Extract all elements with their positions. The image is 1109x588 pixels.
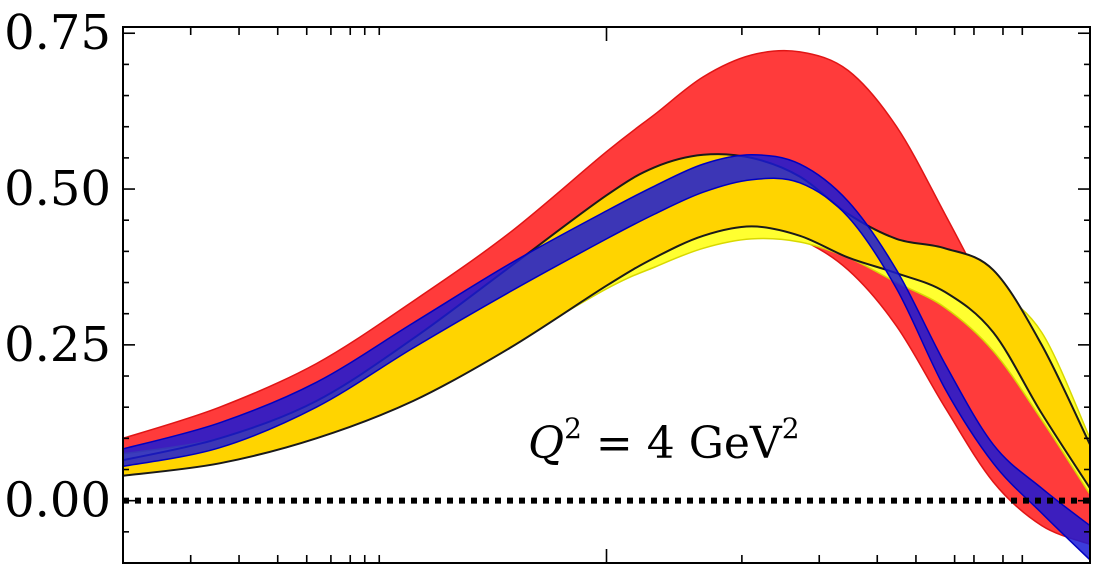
y-tick-label: 0.75 [4,5,111,61]
y-tick-label: 0.50 [4,161,111,217]
annotation-middle: = 4 GeV [582,418,783,469]
y-tick-label: 0.00 [4,473,111,529]
y-tick-label: 0.25 [4,317,111,373]
y-tick-labels: 0.00 0.25 0.50 0.75 [4,5,111,528]
annotation-q: Q [528,418,564,469]
q2-annotation: Q2 = 4 GeV2 [528,412,800,469]
axis-ticks [122,27,1090,563]
annotation-exp2: 2 [782,412,800,445]
uncertainty-bands [122,49,1091,562]
annotation-exp1: 2 [564,412,582,445]
